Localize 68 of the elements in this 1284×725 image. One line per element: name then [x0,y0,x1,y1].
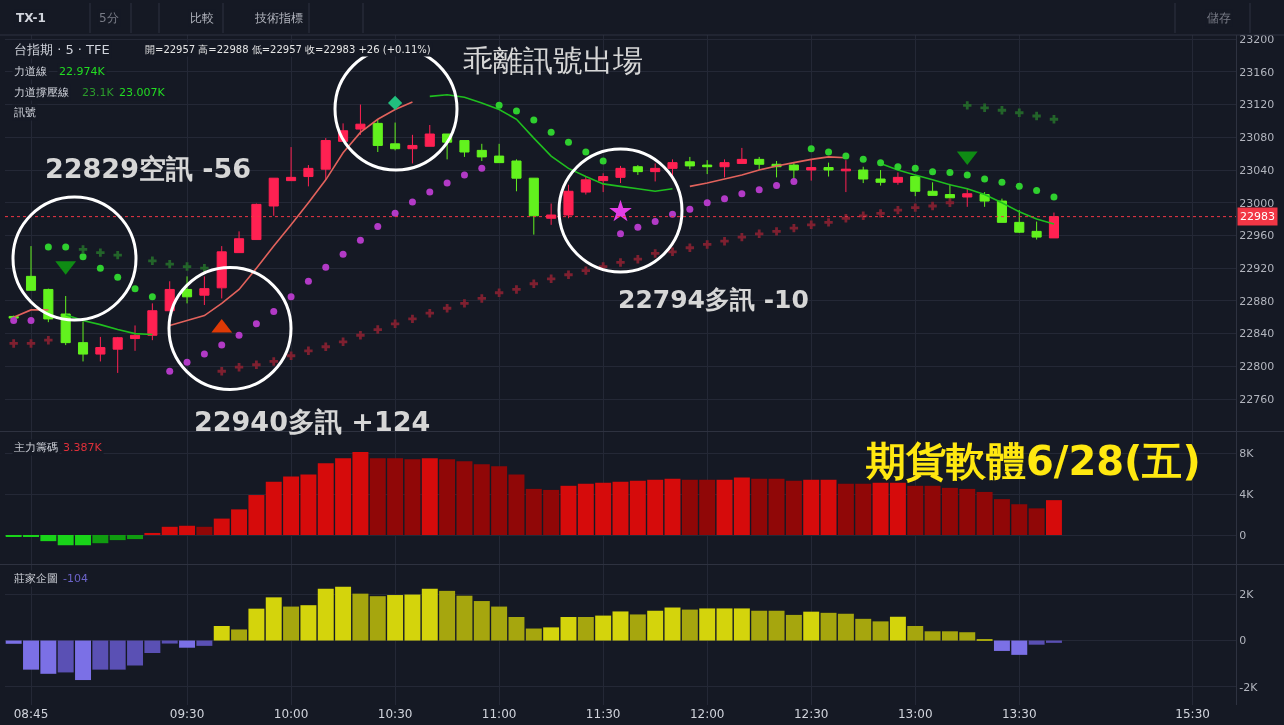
bar [508,616,525,641]
bar [595,615,612,641]
bar [577,616,594,641]
bar [647,610,664,641]
bar [265,597,282,641]
bar [144,532,161,535]
bar [820,479,837,535]
bar [907,625,924,641]
bar [231,629,248,641]
annotation: 莊家企圖 [14,572,58,585]
bar [248,608,265,641]
bar [612,481,629,535]
bar [75,640,91,681]
y-tick-label: 0 [1239,528,1247,542]
bar [699,608,716,641]
y-tick-label: -2K [1239,680,1259,694]
x-tick-label: 11:00 [481,707,517,721]
x-tick-label: 10:30 [377,707,413,721]
bar [543,627,560,641]
bar [525,628,542,641]
x-tick-label: 12:00 [689,707,725,721]
x-tick-label: 11:30 [585,707,621,721]
x-tick-label: 15:30 [1175,707,1210,721]
annotation: 主力籌碼 [14,441,58,454]
bar [803,611,820,641]
bar [751,610,768,641]
bar [179,640,196,648]
bar [352,593,369,641]
bar [751,478,768,535]
annotation: -104 [63,572,88,585]
x-tick-label: 12:30 [793,707,829,721]
x-tick-label: 08:45 [13,707,49,721]
annotation: 3.387K [63,441,103,454]
bar [664,478,681,535]
bar [421,588,438,641]
bar [196,526,213,535]
bar [907,485,924,535]
y-tick-label: 8K [1239,446,1255,460]
annotation: 期貨軟體6/28(五) [865,438,1201,484]
bar [560,616,577,641]
bar [283,606,300,641]
bar [560,485,577,535]
bar [92,535,109,544]
y-tick-label: 2K [1239,588,1255,602]
bar [664,607,681,641]
bar [300,605,317,641]
bar [92,640,109,670]
bar [612,611,629,641]
bar [681,609,698,641]
y-tick-label: 0 [1239,634,1247,648]
bar [421,458,438,535]
bar [57,640,74,673]
bar [803,479,820,535]
bar [1045,500,1062,535]
bar [196,640,213,646]
bar [161,640,178,644]
bar [369,596,386,641]
bar [213,625,230,641]
bar [1028,508,1045,535]
bar [889,616,906,641]
x-tick-label: 10:00 [273,707,309,721]
x-tick-label: 13:00 [897,707,933,721]
bar [629,614,646,641]
bar [508,474,525,535]
y-tick-label: 4K [1239,487,1255,501]
bar [872,621,889,641]
x-tick-label: 13:30 [1001,707,1037,721]
x-tick-label: 09:30 [169,707,205,721]
